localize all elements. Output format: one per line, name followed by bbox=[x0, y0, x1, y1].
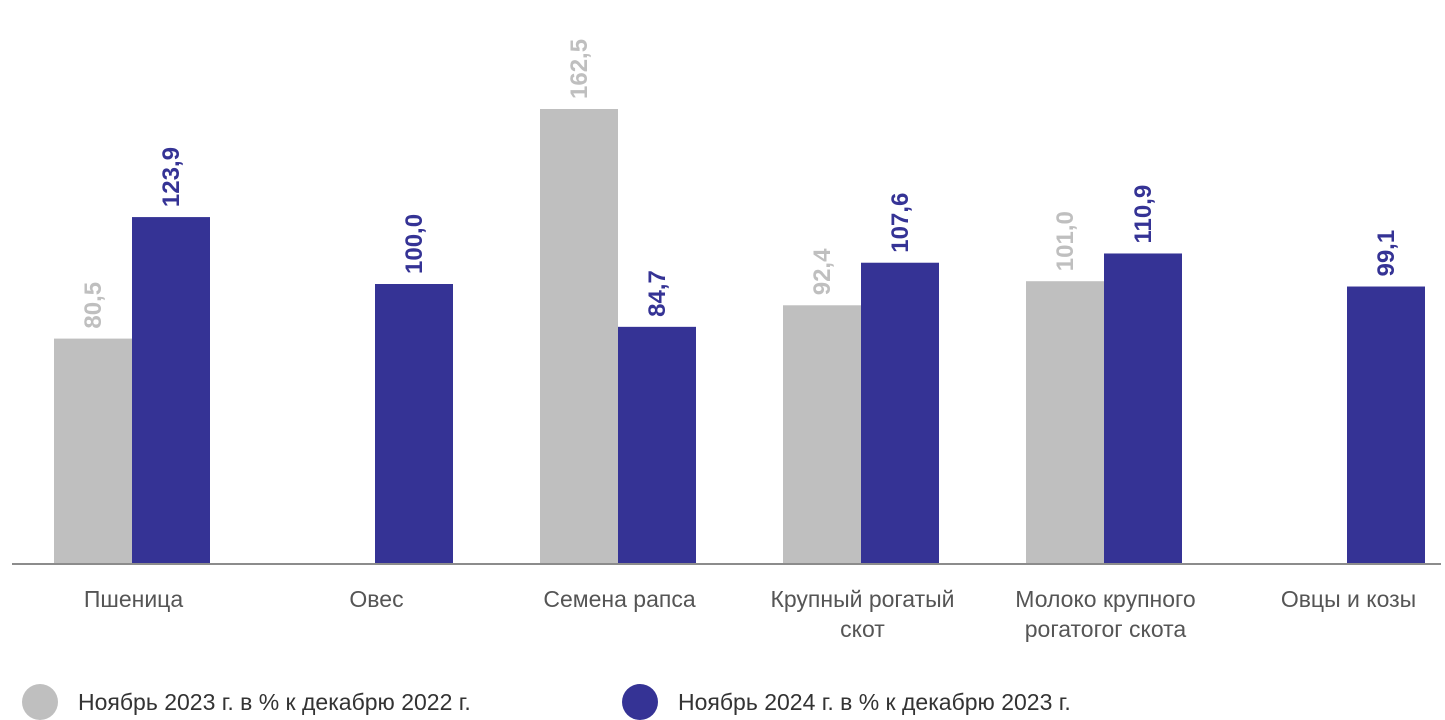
value-label-series-1-cat-4: 92,4 bbox=[809, 248, 836, 295]
bar-series-2-cat-3 bbox=[618, 326, 696, 564]
value-label-series-1-cat-5: 101,0 bbox=[1052, 211, 1079, 271]
legend-item-series-1: Ноябрь 2023 г. в % к декабрю 2022 г. bbox=[22, 684, 471, 720]
category-label-6: Овцы и козы bbox=[1281, 586, 1416, 612]
value-labels-group: 80,5 123,9 100,0 162,5 84,7 92,4 107,6 101,0 110… bbox=[80, 39, 1400, 329]
bar-series-2-cat-1 bbox=[132, 217, 210, 564]
bar-series-1-cat-3 bbox=[540, 109, 618, 564]
value-label-series-1-cat-3: 162,5 bbox=[566, 39, 593, 99]
value-label-series-2-cat-5: 110,9 bbox=[1130, 185, 1157, 244]
value-label-series-2-cat-1: 123,9 bbox=[158, 147, 185, 207]
category-labels-group: Пшеница Овес Семена рапса Крупный рогатый ск… bbox=[84, 586, 1416, 642]
legend-label-series-1: Ноябрь 2023 г. в % к декабрю 2022 г. bbox=[78, 688, 471, 715]
value-label-series-2-cat-4: 107,6 bbox=[887, 193, 914, 253]
bar-series-2-cat-2 bbox=[375, 284, 453, 564]
category-label-5: Молоко крупного рогатогог скота bbox=[1015, 586, 1195, 642]
category-label-3: Семена рапса bbox=[543, 586, 695, 612]
bar-series-2-cat-6 bbox=[1347, 286, 1425, 564]
legend-item-series-2: Ноябрь 2024 г. в % к декабрю 2023 г. bbox=[622, 684, 1071, 720]
bar-series-1-cat-4 bbox=[783, 305, 861, 564]
bar-series-2-cat-5 bbox=[1104, 253, 1182, 565]
category-label-2: Овес bbox=[349, 586, 403, 612]
category-label-1: Пшеница bbox=[84, 586, 183, 612]
bar-series-1-cat-1 bbox=[54, 338, 132, 564]
value-label-series-2-cat-3: 84,7 bbox=[644, 270, 671, 317]
value-label-series-1-cat-1: 80,5 bbox=[80, 282, 107, 329]
value-label-series-2-cat-6: 99,1 bbox=[1373, 230, 1400, 277]
legend-marker-series-1 bbox=[22, 684, 58, 720]
legend-label-series-2: Ноябрь 2024 г. в % к декабрю 2023 г. bbox=[678, 688, 1071, 715]
bar-series-2-cat-4 bbox=[861, 262, 939, 564]
category-label-4: Крупный рогатый скот bbox=[770, 586, 954, 642]
bars-group bbox=[54, 109, 1425, 565]
bar-series-1-cat-5 bbox=[1026, 281, 1104, 564]
value-label-series-2-cat-2: 100,0 bbox=[401, 214, 428, 274]
legend-marker-series-2 bbox=[622, 684, 658, 720]
